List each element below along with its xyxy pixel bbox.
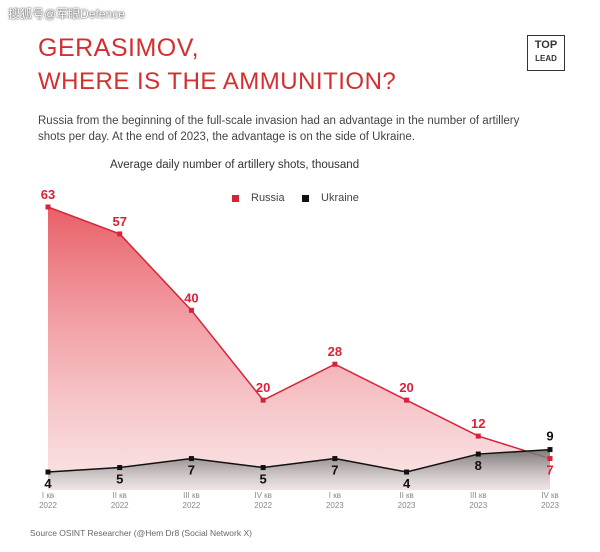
point-ukraine-4	[332, 456, 338, 462]
data-label-ukraine-7: 9	[546, 429, 553, 444]
x-tick-label-2: III кв	[183, 491, 200, 500]
source-note: Source OSINT Researcher (@Hem Dr8 (Socia…	[30, 528, 252, 538]
title-line-2: WHERE IS THE AMMUNITION?	[38, 68, 397, 95]
watermark: 搜狐号@军眼Defence	[8, 7, 125, 21]
point-ukraine-2	[188, 456, 194, 462]
x-tick-label-4: I кв	[329, 491, 341, 500]
legend-item-russia: Russia	[232, 192, 285, 204]
point-russia-0	[45, 204, 51, 210]
point-russia-2	[188, 307, 194, 313]
data-label-ukraine-0: 4	[44, 476, 52, 491]
x-tick-year-0: 2022	[39, 501, 57, 510]
point-ukraine-6	[475, 451, 481, 457]
x-tick-label-0: I кв	[42, 491, 54, 500]
data-label-ukraine-5: 4	[403, 476, 411, 491]
data-label-ukraine-6: 8	[475, 458, 482, 473]
x-tick-year-1: 2022	[111, 501, 129, 510]
x-tick-label-3: IV кв	[254, 491, 272, 500]
x-tick-label-1: II кв	[113, 491, 127, 500]
x-tick-label-7: IV кв	[541, 491, 559, 500]
logo-bottom-text: LEAD	[535, 54, 557, 63]
point-russia-5	[404, 397, 410, 403]
subtitle: Russia from the beginning of the full-sc…	[38, 115, 520, 143]
title-line-1: GERASIMOV,	[38, 34, 200, 62]
x-tick-year-4: 2023	[326, 501, 344, 510]
point-ukraine-3	[260, 465, 266, 471]
point-russia-6	[475, 433, 481, 439]
x-tick-year-3: 2022	[254, 501, 272, 510]
data-label-russia-0: 63	[41, 187, 55, 202]
point-russia-1	[117, 231, 123, 237]
data-label-russia-7: 7	[546, 463, 553, 478]
legend-item-ukraine: Ukraine	[302, 192, 359, 204]
data-label-ukraine-4: 7	[331, 463, 338, 478]
area-ukraine	[48, 449, 550, 490]
data-label-russia-6: 12	[471, 416, 485, 431]
point-ukraine-1	[117, 465, 123, 471]
data-label-ukraine-3: 5	[260, 472, 267, 487]
x-tick-label-6: III кв	[470, 491, 487, 500]
point-russia-7	[547, 456, 553, 462]
point-russia-3	[260, 397, 266, 403]
point-russia-4	[332, 361, 338, 367]
data-label-russia-5: 20	[399, 380, 413, 395]
legend-swatch-ukraine	[302, 194, 309, 202]
line-ukraine	[47, 448, 551, 473]
chart-title: Average daily number of artillery shots,…	[110, 159, 360, 171]
data-label-ukraine-1: 5	[116, 472, 123, 487]
x-tick-year-5: 2023	[398, 501, 416, 510]
data-label-russia-3: 20	[256, 380, 270, 395]
legend-swatch-russia	[232, 194, 239, 202]
point-ukraine-5	[404, 469, 410, 475]
top-lead-logo: TOP LEAD	[527, 35, 565, 71]
logo-top-text: TOP	[534, 39, 558, 51]
point-ukraine-7	[547, 447, 553, 453]
data-label-russia-4: 28	[328, 344, 342, 359]
legend-label-russia: Russia	[251, 192, 285, 204]
x-tick-year-6: 2023	[469, 501, 487, 510]
data-label-ukraine-2: 7	[188, 463, 195, 478]
data-label-russia-1: 57	[112, 214, 126, 229]
x-tick-year-2: 2022	[183, 501, 201, 510]
line-russia	[47, 206, 551, 460]
area-russia	[48, 206, 550, 490]
x-tick-year-7: 2023	[541, 501, 559, 510]
point-ukraine-0	[45, 469, 51, 475]
x-tick-label-5: II кв	[399, 491, 413, 500]
legend-label-ukraine: Ukraine	[321, 192, 359, 204]
data-label-russia-2: 40	[184, 290, 198, 305]
